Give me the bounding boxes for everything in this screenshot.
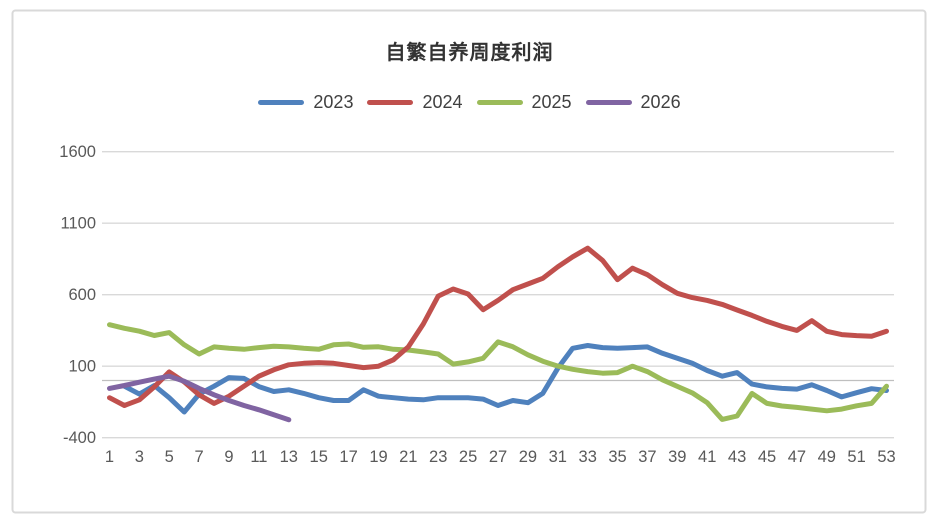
legend-label-2024: 2024 (422, 92, 463, 112)
legend-label-2025: 2025 (531, 92, 572, 112)
y-tick-label: 600 (68, 286, 96, 304)
x-tick-label: 23 (429, 448, 447, 466)
legend-swatch-2023 (258, 100, 305, 105)
x-tick-label: 29 (519, 448, 537, 466)
x-tick-label: 7 (195, 448, 204, 466)
legend-label-2026: 2026 (640, 92, 681, 112)
x-tick-label: 3 (135, 448, 144, 466)
legend-label-2023: 2023 (313, 92, 354, 112)
x-tick-label: 31 (549, 448, 567, 466)
chart-legend: 2023 2024 2025 2026 (0, 92, 939, 113)
x-tick-label: 43 (728, 448, 746, 466)
x-tick-label: 37 (638, 448, 656, 466)
x-tick-label: 25 (459, 448, 477, 466)
x-tick-label: 41 (698, 448, 716, 466)
legend-swatch-2025 (476, 100, 523, 105)
legend-item-2025[interactable]: 2025 (476, 92, 572, 113)
series-line-2025 (107, 322, 889, 422)
x-tick-label: 11 (250, 448, 267, 466)
x-tick-label: 39 (668, 448, 686, 466)
x-tick-label: 53 (877, 448, 895, 466)
x-tick-label: 35 (608, 448, 626, 466)
x-tick-label: 27 (489, 448, 507, 466)
x-tick-label: 51 (847, 448, 865, 466)
y-tick-label: 1100 (61, 215, 96, 233)
series-line-2026 (107, 373, 292, 423)
x-tick-label: 9 (224, 448, 233, 466)
x-tick-label: 13 (280, 448, 298, 466)
legend-item-2023[interactable]: 2023 (258, 92, 353, 113)
y-tick-label: 1600 (59, 143, 96, 161)
x-tick-label: 45 (758, 448, 776, 466)
legend-swatch-2026 (585, 100, 632, 105)
y-tick-label: -400 (63, 429, 96, 447)
x-tick-label: 19 (369, 448, 387, 466)
x-tick-label: 33 (579, 448, 597, 466)
x-tick-label: 49 (818, 448, 836, 466)
legend-swatch-2024 (367, 100, 414, 105)
x-tick-label: 15 (310, 448, 328, 466)
series-line-2024 (107, 245, 889, 408)
chart-frame (11, 9, 927, 514)
legend-item-2026[interactable]: 2026 (585, 92, 681, 113)
y-tick-label: 100 (68, 358, 96, 376)
chart-title: 自繁自养周度利润 (385, 42, 554, 64)
x-tick-label: 17 (339, 448, 357, 466)
x-tick-label: 5 (165, 448, 174, 466)
x-tick-label: 1 (105, 448, 114, 466)
x-tick-label: 21 (399, 448, 417, 466)
legend-item-2024[interactable]: 2024 (367, 92, 463, 113)
x-tick-label: 47 (788, 448, 806, 466)
